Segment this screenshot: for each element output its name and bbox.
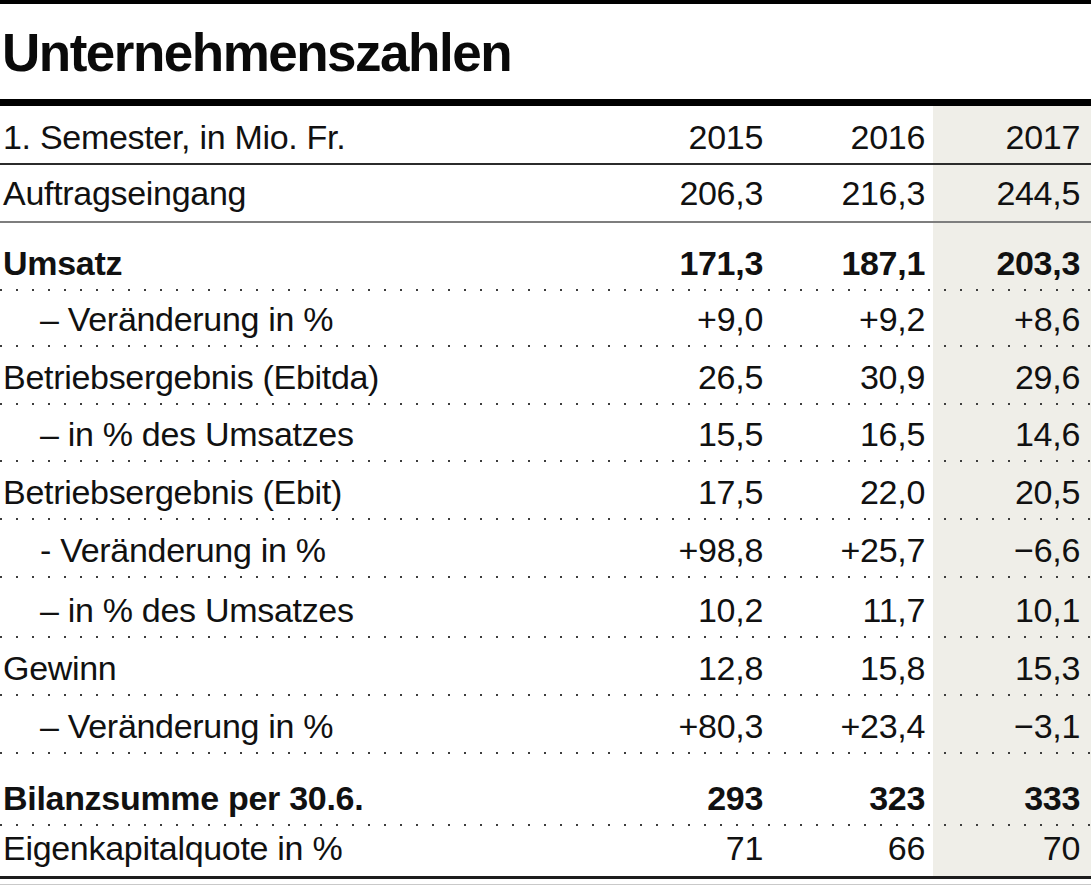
- row-value: +8,6: [925, 300, 1091, 339]
- row-value: −3,1: [925, 707, 1091, 746]
- row-value: 70: [925, 829, 1091, 868]
- table-row: Gewinn 12,8 15,8 15,3: [0, 638, 1091, 696]
- row-value: +80,3: [613, 707, 763, 746]
- table-row: Betriebsergebnis (Ebitda) 26,5 30,9 29,6: [0, 347, 1091, 405]
- bottom-spacer: [0, 879, 1091, 885]
- row-value: +9,2: [763, 300, 925, 339]
- table-unit-label: 1. Semester, in Mio. Fr.: [0, 118, 613, 157]
- table-row: Umsatz 171,3 187,1 203,3: [0, 223, 1091, 291]
- row-value: 29,6: [925, 358, 1091, 397]
- row-label: – in % des Umsatzes: [0, 591, 613, 630]
- row-value: 244,5: [925, 174, 1091, 213]
- row-value: 26,5: [613, 358, 763, 397]
- title-block: Unternehmenszahlen: [0, 4, 1091, 99]
- row-value: 333: [925, 779, 1091, 818]
- table-row: - Veränderung in % +98,8 +25,7 −6,6: [0, 520, 1091, 578]
- title-rule: [0, 99, 1091, 106]
- row-value: 14,6: [925, 415, 1091, 454]
- row-label: Betriebsergebnis (Ebitda): [0, 358, 613, 397]
- table-row: Eigenkapitalquote in % 71 66 70: [0, 826, 1091, 876]
- row-value: 71: [613, 829, 763, 868]
- row-value: 216,3: [763, 174, 925, 213]
- row-value: +9,0: [613, 300, 763, 339]
- row-value: 171,3: [613, 244, 763, 283]
- table-row: – in % des Umsatzes 15,5 16,5 14,6: [0, 405, 1091, 462]
- row-value: 187,1: [763, 244, 925, 283]
- row-value: 206,3: [613, 174, 763, 213]
- column-header-2015: 2015: [613, 118, 763, 157]
- column-header-2017: 2017: [925, 118, 1091, 157]
- row-value: 22,0: [763, 473, 925, 512]
- row-label: Auftragseingang: [0, 174, 613, 213]
- row-value: +23,4: [763, 707, 925, 746]
- row-value: 15,5: [613, 415, 763, 454]
- row-label: Eigenkapitalquote in %: [0, 829, 613, 868]
- row-label: – Veränderung in %: [0, 300, 613, 339]
- row-value: 203,3: [925, 244, 1091, 283]
- row-label: Gewinn: [0, 649, 613, 688]
- table-header-row: 1. Semester, in Mio. Fr. 2015 2016 2017: [0, 106, 1091, 165]
- row-label: Betriebsergebnis (Ebit): [0, 473, 613, 512]
- row-value: 66: [763, 829, 925, 868]
- row-value: +25,7: [763, 531, 925, 570]
- row-value: 10,2: [613, 591, 763, 630]
- row-value: 15,8: [763, 649, 925, 688]
- row-value: 15,3: [925, 649, 1091, 688]
- page-title: Unternehmenszahlen: [2, 24, 1091, 82]
- row-value: +98,8: [613, 531, 763, 570]
- row-value: 16,5: [763, 415, 925, 454]
- table-row: – in % des Umsatzes 10,2 11,7 10,1: [0, 578, 1091, 638]
- row-value: −6,6: [925, 531, 1091, 570]
- row-label: - Veränderung in %: [0, 531, 613, 570]
- row-value: 20,5: [925, 473, 1091, 512]
- table-row: Bilanzsumme per 30.6. 293 323 333: [0, 754, 1091, 826]
- table-row: – Veränderung in % +9,0 +9,2 +8,6: [0, 291, 1091, 347]
- row-value: 17,5: [613, 473, 763, 512]
- table-row: – Veränderung in % +80,3 +23,4 −3,1: [0, 696, 1091, 754]
- company-figures-table: Unternehmenszahlen 1. Semester, in Mio. …: [0, 0, 1091, 886]
- row-value: 30,9: [763, 358, 925, 397]
- row-label: – Veränderung in %: [0, 707, 613, 746]
- row-label: – in % des Umsatzes: [0, 415, 613, 454]
- table-row: Auftragseingang 206,3 216,3 244,5: [0, 165, 1091, 223]
- row-label: Bilanzsumme per 30.6.: [0, 779, 613, 818]
- row-value: 293: [613, 779, 763, 818]
- row-value: 10,1: [925, 591, 1091, 630]
- row-value: 12,8: [613, 649, 763, 688]
- row-value: 323: [763, 779, 925, 818]
- row-value: 11,7: [763, 591, 925, 630]
- row-label: Umsatz: [0, 244, 613, 283]
- bottom-rule: [0, 876, 1091, 879]
- data-table: 1. Semester, in Mio. Fr. 2015 2016 2017 …: [0, 106, 1091, 876]
- table-row: Betriebsergebnis (Ebit) 17,5 22,0 20,5: [0, 462, 1091, 520]
- column-header-2016: 2016: [763, 118, 925, 157]
